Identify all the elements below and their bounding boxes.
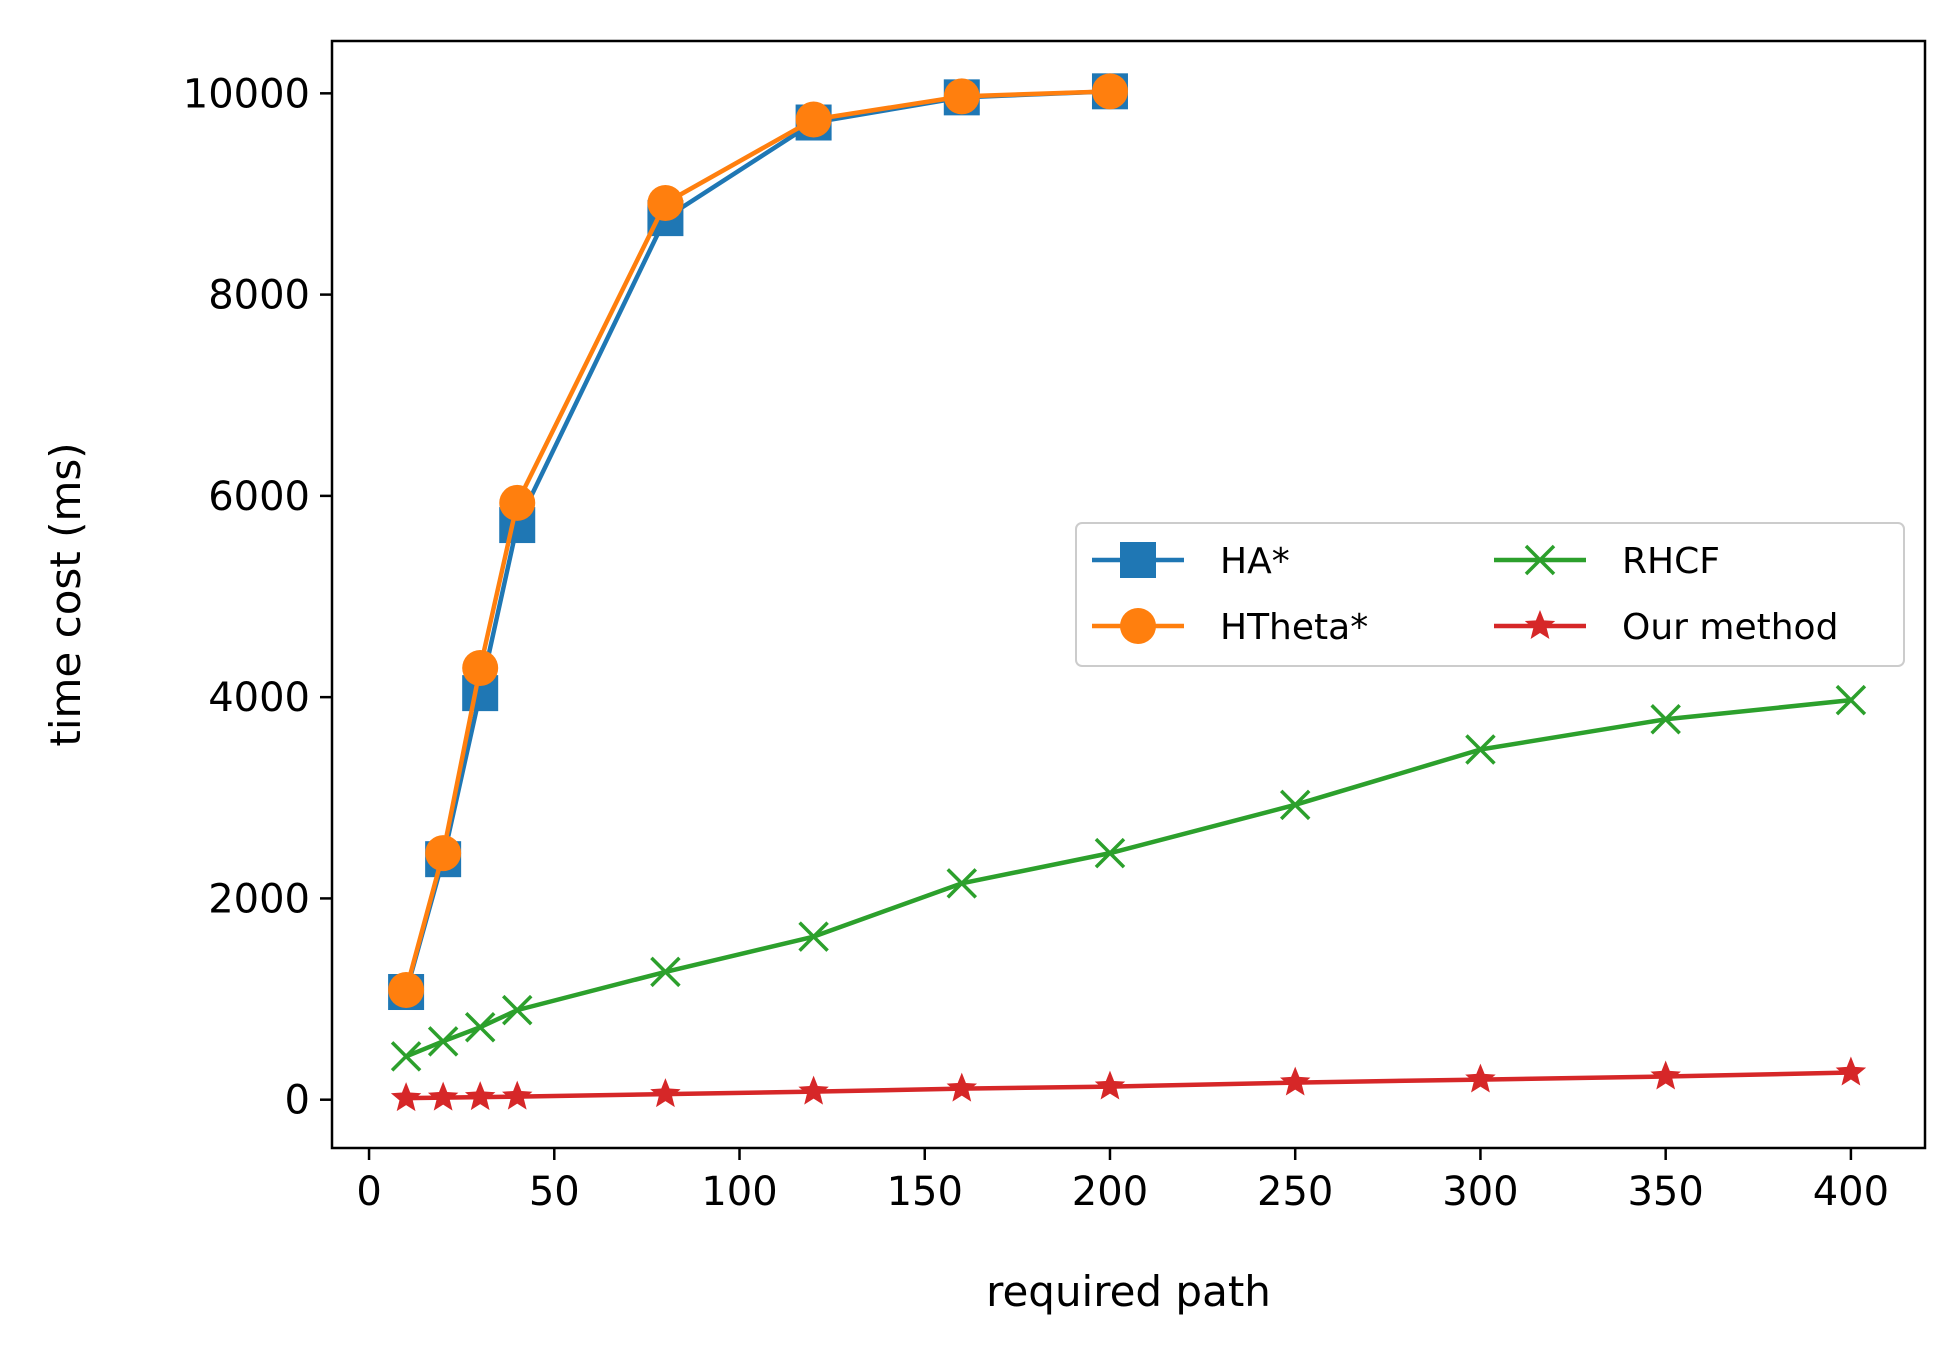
y-axis-title: time cost (ms) bbox=[41, 442, 90, 746]
x-axis: 0 50 100 150 200 250 300 350 400 bbox=[356, 1148, 1889, 1215]
x-tick-label: 200 bbox=[1072, 1169, 1148, 1215]
data-point-htheta bbox=[388, 972, 425, 1009]
data-point-our-method bbox=[1094, 1070, 1126, 1100]
data-point-rhcf bbox=[464, 1012, 496, 1043]
y-tick-label: 0 bbox=[285, 1078, 310, 1124]
legend-label: Our method bbox=[1622, 607, 1838, 648]
data-point-our-method bbox=[502, 1080, 533, 1110]
series-rhcf bbox=[390, 684, 1867, 1072]
legend-item-our-method: Our method bbox=[1494, 607, 1838, 648]
legend-item-ha: HA* bbox=[1092, 541, 1290, 582]
y-tick-label: 8000 bbox=[208, 273, 310, 319]
data-point-rhcf bbox=[501, 994, 533, 1026]
data-point-htheta bbox=[425, 835, 462, 872]
x-tick-label: 250 bbox=[1257, 1169, 1333, 1215]
y-tick-label: 4000 bbox=[208, 675, 310, 721]
data-point-htheta bbox=[499, 484, 536, 521]
data-point-rhcf bbox=[1650, 704, 1681, 735]
x-axis-title: required path bbox=[986, 1267, 1271, 1316]
plot-area bbox=[388, 73, 1867, 1112]
data-point-htheta bbox=[1091, 73, 1128, 110]
data-point-rhcf bbox=[1835, 684, 1867, 716]
data-point-rhcf bbox=[1465, 734, 1496, 765]
data-point-rhcf bbox=[427, 1026, 459, 1057]
y-tick-label: 2000 bbox=[208, 876, 310, 922]
legend-swatch-marker bbox=[1524, 610, 1556, 639]
data-point-rhcf bbox=[1279, 789, 1311, 821]
data-point-our-method bbox=[427, 1081, 459, 1111]
legend-swatch-marker bbox=[1524, 544, 1556, 576]
x-tick-label: 150 bbox=[887, 1169, 963, 1215]
series-line-rhcf bbox=[405, 697, 1852, 1059]
x-tick-label: 100 bbox=[701, 1169, 777, 1215]
data-point-our-method bbox=[390, 1082, 422, 1112]
data-point-htheta bbox=[647, 185, 684, 222]
legend-item-htheta: HTheta* bbox=[1092, 607, 1368, 648]
plot-frame bbox=[330, 39, 1927, 1150]
data-point-rhcf bbox=[1094, 837, 1126, 869]
data-point-rhcf bbox=[650, 956, 681, 988]
data-point-our-method bbox=[798, 1075, 829, 1105]
legend-box bbox=[1075, 522, 1905, 667]
series-htheta bbox=[388, 73, 1128, 1009]
data-point-our-method bbox=[464, 1081, 496, 1111]
series-our-method bbox=[390, 1056, 1867, 1112]
data-point-our-method bbox=[1650, 1060, 1681, 1090]
data-point-rhcf bbox=[390, 1041, 422, 1072]
data-point-our-method bbox=[1835, 1056, 1867, 1086]
data-point-our-method bbox=[946, 1072, 978, 1102]
x-tick-label: 300 bbox=[1442, 1169, 1518, 1215]
y-axis: 0 2000 4000 6000 8000 10000 bbox=[183, 71, 332, 1124]
legend-item-rhcf: RHCF bbox=[1494, 541, 1720, 582]
series-line-htheta bbox=[403, 89, 1111, 991]
legend: HA* HTheta* RHCF Our method bbox=[1075, 522, 1905, 667]
x-tick-label: 50 bbox=[529, 1169, 580, 1215]
legend-swatch-marker bbox=[1120, 542, 1156, 578]
data-point-our-method bbox=[1279, 1066, 1311, 1096]
y-tick-label: 10000 bbox=[183, 71, 310, 117]
y-tick-label: 6000 bbox=[208, 474, 310, 520]
legend-label: RHCF bbox=[1622, 541, 1720, 582]
legend-label: HTheta* bbox=[1220, 607, 1368, 648]
data-point-our-method bbox=[1465, 1063, 1496, 1093]
data-point-rhcf bbox=[798, 921, 829, 952]
data-point-htheta bbox=[943, 78, 980, 115]
legend-swatch-marker bbox=[1120, 608, 1156, 644]
data-point-htheta bbox=[795, 101, 832, 138]
legend-label: HA* bbox=[1220, 541, 1290, 582]
x-tick-label: 0 bbox=[356, 1169, 381, 1215]
data-point-our-method bbox=[650, 1078, 681, 1108]
data-point-rhcf bbox=[946, 868, 978, 899]
x-tick-label: 400 bbox=[1813, 1169, 1889, 1215]
data-point-htheta bbox=[462, 649, 499, 686]
x-tick-label: 350 bbox=[1627, 1169, 1703, 1215]
